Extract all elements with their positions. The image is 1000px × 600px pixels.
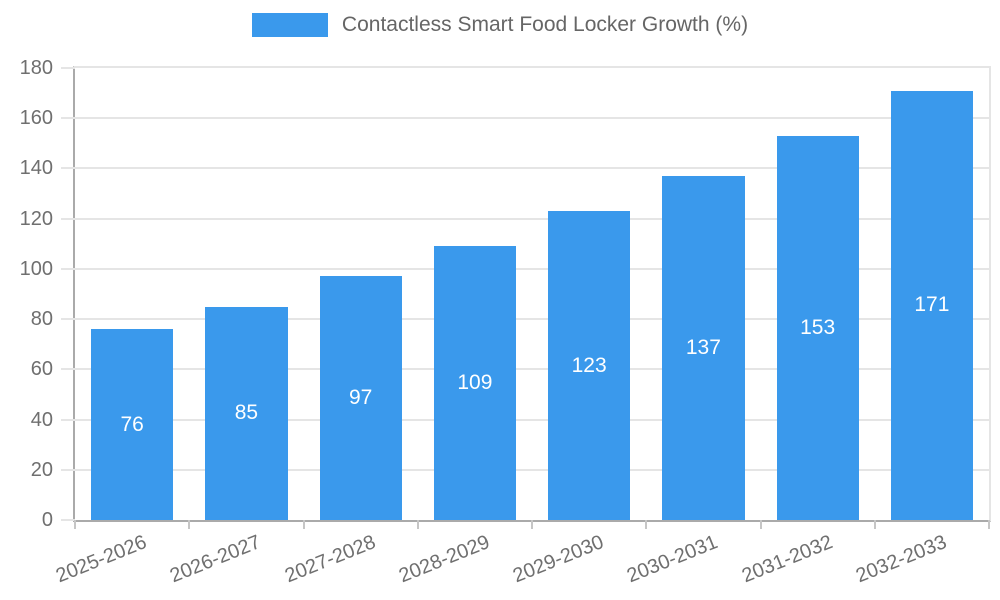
x-axis-tick xyxy=(74,520,76,529)
bar-value-label: 171 xyxy=(914,293,950,317)
y-axis-tick-label: 60 xyxy=(30,358,53,381)
gridline xyxy=(75,468,989,471)
x-axis-tick-label: 2031-2032 xyxy=(738,531,836,588)
bar[interactable]: 123 xyxy=(548,211,631,520)
x-axis-tick xyxy=(873,520,876,529)
bar-slot: 109 xyxy=(418,68,532,520)
y-axis-tick xyxy=(61,167,75,170)
y-axis-tick xyxy=(61,67,75,69)
gridline xyxy=(75,167,989,170)
bar[interactable]: 153 xyxy=(776,135,859,520)
y-axis-tick xyxy=(61,318,75,321)
gridline xyxy=(75,217,989,220)
x-axis-tick-label: 2030-2031 xyxy=(624,531,722,588)
y-axis-tick-label: 80 xyxy=(30,308,53,331)
bar-value-label: 97 xyxy=(348,386,373,410)
x-axis-tick-label: 2029-2030 xyxy=(510,531,607,588)
x-axis-tick-label: 2028-2029 xyxy=(395,531,493,588)
gridline xyxy=(75,418,989,421)
y-axis-tick xyxy=(61,519,75,521)
x-axis-tick-label: 2025-2026 xyxy=(53,531,150,588)
x-axis-tick-label: 2026-2027 xyxy=(167,531,265,588)
legend-swatch-icon xyxy=(251,13,328,37)
bar[interactable]: 137 xyxy=(662,175,745,520)
bar[interactable]: 109 xyxy=(433,246,516,520)
bar[interactable]: 97 xyxy=(319,276,402,520)
bar-value-label: 76 xyxy=(120,412,144,436)
bar-value-label: 85 xyxy=(234,401,259,425)
x-axis-tick xyxy=(759,520,762,529)
bar-value-label: 137 xyxy=(685,335,721,359)
gridline xyxy=(75,117,989,120)
bar-slot: 123 xyxy=(532,68,646,520)
x-axis-tick-label: 2027-2028 xyxy=(281,531,379,588)
bar[interactable]: 85 xyxy=(205,306,288,520)
bar-slot: 153 xyxy=(761,68,875,520)
y-axis-tick xyxy=(61,217,75,220)
bar-slot: 85 xyxy=(189,68,303,520)
y-axis-tick-label: 120 xyxy=(19,207,53,230)
bar-value-label: 153 xyxy=(800,315,836,339)
y-axis-tick-label: 40 xyxy=(30,408,53,431)
gridline xyxy=(75,267,989,270)
bar-value-label: 123 xyxy=(571,353,607,377)
bar-slot: 171 xyxy=(875,68,989,520)
y-axis-tick-label: 20 xyxy=(30,458,53,481)
gridline xyxy=(75,368,989,371)
y-axis-tick-label: 180 xyxy=(19,57,53,79)
bars-container: 76 85 97 109 123 137 153 171 xyxy=(75,68,989,520)
y-axis-tick xyxy=(61,468,75,471)
bar[interactable]: 171 xyxy=(890,90,973,520)
x-axis-tick xyxy=(988,520,990,529)
y-axis-tick xyxy=(61,368,75,371)
bar-value-label: 109 xyxy=(457,371,493,395)
y-axis-tick xyxy=(61,418,75,421)
legend[interactable]: Contactless Smart Food Locker Growth (%) xyxy=(0,13,1000,37)
x-axis-tick xyxy=(302,520,305,529)
x-axis-tick xyxy=(645,520,648,529)
plot-area: 0 20 40 60 80 100 120 140 160 180 76 85 97 109 123 137 1… xyxy=(20,58,991,587)
x-axis-tick xyxy=(188,520,191,529)
legend-label: Contactless Smart Food Locker Growth (%) xyxy=(341,13,749,36)
x-axis-tick-label: 2032-2033 xyxy=(852,531,950,588)
y-axis-tick xyxy=(61,267,75,270)
gridline xyxy=(75,318,989,321)
bar-slot: 137 xyxy=(646,68,760,520)
y-axis-tick xyxy=(61,117,75,120)
y-axis-tick-label: 140 xyxy=(19,157,53,180)
x-axis-tick xyxy=(416,520,419,529)
x-axis-tick xyxy=(531,520,533,529)
y-axis-tick-label: 100 xyxy=(19,257,53,280)
y-axis-tick-label: 0 xyxy=(41,509,53,531)
bar[interactable]: 76 xyxy=(91,329,174,520)
bar-slot: 76 xyxy=(75,68,189,520)
y-axis-tick-label: 160 xyxy=(19,107,53,130)
bar-slot: 97 xyxy=(304,68,418,520)
